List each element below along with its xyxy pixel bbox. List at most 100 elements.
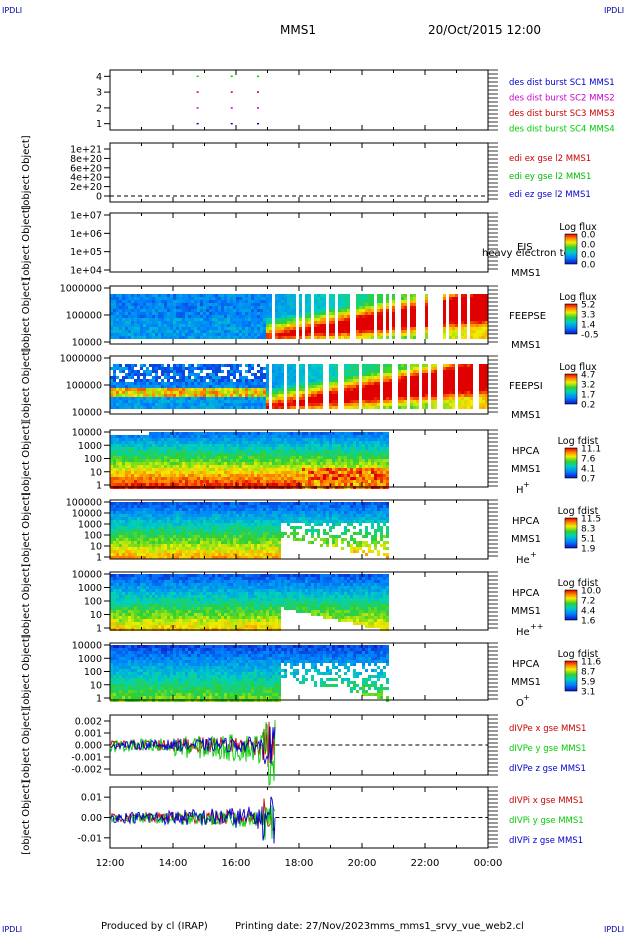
spectro-cell (299, 324, 302, 327)
spectro-cell (137, 370, 140, 373)
spectro-cell (185, 438, 188, 441)
spectro-cell (206, 367, 209, 370)
spectro-cell (149, 300, 152, 303)
spectro-cell (464, 306, 467, 309)
spectro-cell (248, 385, 251, 388)
spectro-cell (200, 477, 203, 480)
spectro-cell (158, 394, 161, 397)
spectro-cell (284, 300, 287, 303)
legend-entry: des dist burst SC2 MMS2 (509, 94, 615, 104)
spectro-cell (314, 462, 317, 465)
spectro-cell (167, 474, 170, 477)
spectro-cell (455, 294, 458, 297)
spectro-cell (350, 438, 353, 441)
spectro-cell (365, 330, 368, 333)
spectro-cell (176, 435, 179, 438)
spectro-cell (188, 447, 191, 450)
spectro-cell (332, 315, 335, 318)
spectro-cell (362, 450, 365, 453)
spectro-cell (194, 391, 197, 394)
spectro-cell (449, 321, 452, 324)
spectro-cell (311, 462, 314, 465)
spectro-cell (278, 382, 281, 385)
spectro-cell (221, 321, 224, 324)
spectro-cell (122, 367, 125, 370)
spectro-cell (131, 385, 134, 388)
spectro-cell (236, 435, 239, 438)
spectro-cell (368, 459, 371, 462)
spectro-cell (203, 459, 206, 462)
spectro-cell (182, 450, 185, 453)
spectro-cell (380, 312, 383, 315)
spectro-cell (110, 309, 113, 312)
spectro-cell (341, 477, 344, 480)
spectro-cell (191, 306, 194, 309)
spectro-cell (347, 303, 350, 306)
spectro-cell (131, 462, 134, 465)
spectro-cell (323, 462, 326, 465)
spectro-cell (305, 315, 308, 318)
spectro-cell (341, 447, 344, 450)
spectro-cell (200, 297, 203, 300)
spectro-cell (431, 400, 434, 403)
spectro-cell (290, 400, 293, 403)
spectro-cell (194, 330, 197, 333)
spectro-cell (251, 406, 254, 409)
spectro-cell (281, 321, 284, 324)
spectro-cell (206, 456, 209, 459)
spectro-cell (359, 432, 362, 435)
spectro-cell (122, 370, 125, 373)
spectro-cell (374, 403, 377, 406)
spectro-cell (332, 394, 335, 397)
spectro-cell (365, 459, 368, 462)
spectro-cell (278, 450, 281, 453)
spectro-cell (233, 297, 236, 300)
spectro-cell (137, 379, 140, 382)
spectro-cell (275, 456, 278, 459)
spectro-cell (155, 364, 158, 367)
spectro-cell (167, 471, 170, 474)
spectro-cell (485, 297, 488, 300)
spectro-cell (443, 370, 446, 373)
spectro-cell (443, 373, 446, 376)
spectro-cell (206, 441, 209, 444)
spectro-cell (164, 450, 167, 453)
spectro-cell (299, 300, 302, 303)
spectro-cell (149, 471, 152, 474)
spectro-cell (197, 294, 200, 297)
spectro-cell (239, 327, 242, 330)
spectro-cell (203, 315, 206, 318)
spectro-cell (320, 462, 323, 465)
spectro-cell (203, 312, 206, 315)
spectro-cell (242, 456, 245, 459)
spectro-cell (425, 394, 428, 397)
spectro-cell (317, 477, 320, 480)
spectro-cell (197, 394, 200, 397)
spectro-cell (218, 480, 221, 483)
spectro-cell (206, 309, 209, 312)
spectro-cell (338, 456, 341, 459)
spectro-cell (248, 367, 251, 370)
spectro-cell (209, 403, 212, 406)
spectro-cell (368, 477, 371, 480)
spectro-cell (389, 400, 392, 403)
spectro-cell (113, 382, 116, 385)
spectro-cell (329, 400, 332, 403)
spectro-cell (284, 309, 287, 312)
spectro-cell (293, 483, 296, 486)
spectro-cell (230, 297, 233, 300)
spectro-cell (131, 441, 134, 444)
colorbar (564, 233, 578, 265)
spectro-cell (335, 397, 338, 400)
spectro-cell (179, 447, 182, 450)
spectro-cell (275, 315, 278, 318)
spectro-cell (209, 450, 212, 453)
spectro-cell (356, 297, 359, 300)
spectro-cell (248, 453, 251, 456)
spectro-cell (338, 468, 341, 471)
spectro-cell (224, 465, 227, 468)
spectro-cell (287, 303, 290, 306)
spectro-cell (176, 483, 179, 486)
spectro-cell (191, 303, 194, 306)
spectro-cell (149, 303, 152, 306)
